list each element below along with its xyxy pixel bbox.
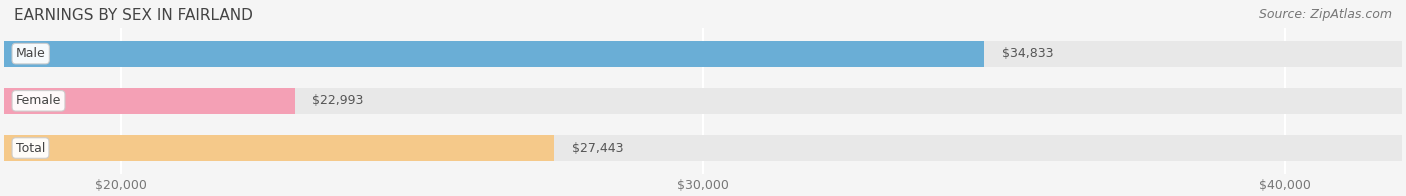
Text: Male: Male (15, 47, 45, 60)
Text: EARNINGS BY SEX IN FAIRLAND: EARNINGS BY SEX IN FAIRLAND (14, 8, 253, 23)
Bar (4, 88, 295, 114)
Text: Total: Total (15, 142, 45, 154)
Text: $34,833: $34,833 (1002, 47, 1053, 60)
Text: $22,993: $22,993 (312, 94, 364, 107)
Bar (4, 41, 1402, 67)
Text: Source: ZipAtlas.com: Source: ZipAtlas.com (1258, 8, 1392, 21)
Bar (4, 41, 984, 67)
Bar (4, 135, 554, 161)
Text: Female: Female (15, 94, 62, 107)
Text: $27,443: $27,443 (572, 142, 623, 154)
Bar (4, 135, 1402, 161)
Bar (4, 88, 1402, 114)
